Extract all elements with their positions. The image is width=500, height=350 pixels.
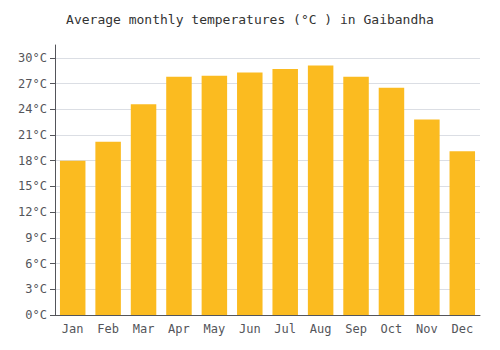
svg-text:Mar: Mar [133,322,155,336]
svg-text:May: May [204,322,226,336]
svg-text:12°C: 12°C [18,205,47,219]
svg-text:Jan: Jan [62,322,84,336]
svg-text:27°C: 27°C [18,77,47,91]
svg-text:6°C: 6°C [25,257,47,271]
svg-text:Nov: Nov [416,322,438,336]
svg-text:3°C: 3°C [25,282,47,296]
svg-text:Average monthly temperatures (: Average monthly temperatures (°C ) in Ga… [66,12,434,27]
svg-text:9°C: 9°C [25,231,47,245]
svg-text:Aug: Aug [310,322,332,336]
svg-text:30°C: 30°C [18,51,47,65]
svg-text:Feb: Feb [97,322,119,336]
svg-text:Jun: Jun [239,322,261,336]
svg-text:Dec: Dec [451,322,473,336]
svg-text:0°C: 0°C [25,308,47,322]
svg-text:21°C: 21°C [18,128,47,142]
svg-text:Sep: Sep [345,322,367,336]
svg-text:Apr: Apr [168,322,190,336]
svg-text:18°C: 18°C [18,154,47,168]
svg-text:15°C: 15°C [18,179,47,193]
svg-text:24°C: 24°C [18,102,47,116]
svg-text:Oct: Oct [381,322,403,336]
svg-text:Jul: Jul [274,322,296,336]
